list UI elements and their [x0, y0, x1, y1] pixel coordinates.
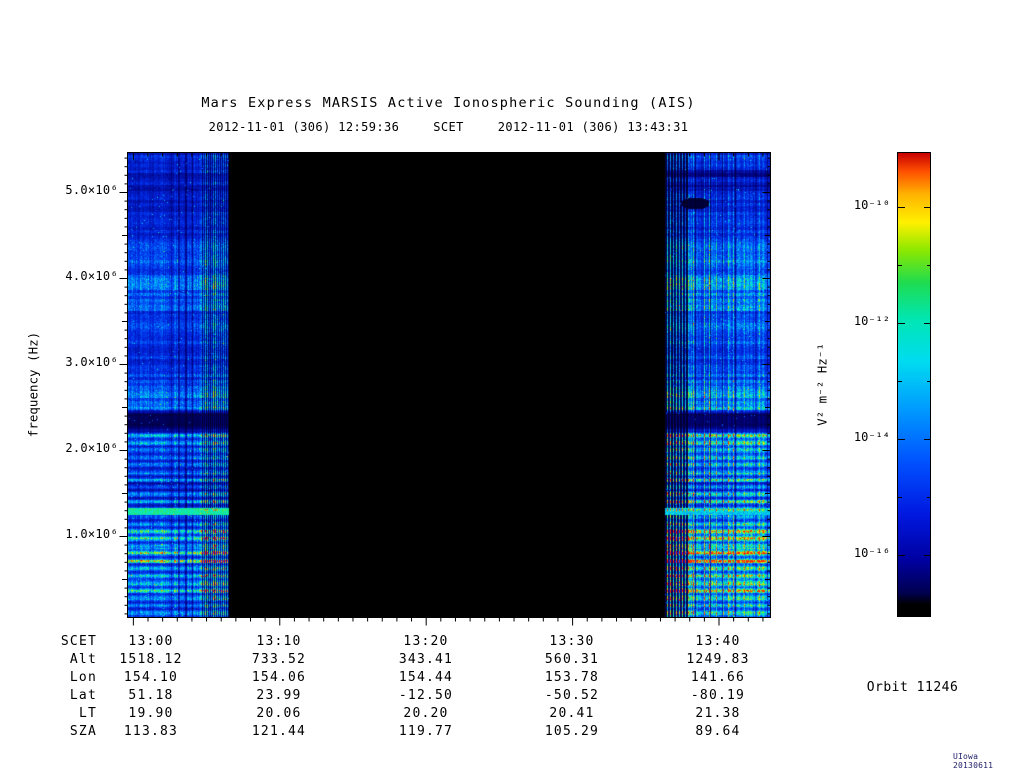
- ephemeris-cell: 20.20: [403, 706, 449, 721]
- chart-title: Mars Express MARSIS Active Ionospheric S…: [201, 95, 696, 111]
- ephemeris-row-label-lon: Lon: [69, 670, 97, 685]
- colorbar-tick-label: 10⁻¹⁶: [853, 546, 890, 561]
- ephemeris-cell: 154.10: [123, 670, 179, 685]
- ephemeris-cell: 19.90: [128, 706, 174, 721]
- ephemeris-cell: 560.31: [544, 652, 600, 667]
- ephemeris-row-label-scet: SCET: [60, 634, 97, 649]
- ephemeris-cell: 119.77: [398, 724, 454, 739]
- y-tick-label: 1.0×10⁶: [65, 527, 118, 541]
- ephemeris-cell: 21.38: [695, 706, 741, 721]
- colorbar-tick-mark: [898, 381, 902, 382]
- colorbar: [897, 152, 931, 617]
- colorbar-tick-label: 10⁻¹⁴: [853, 429, 890, 444]
- y-axis-label: frequency (Hz): [25, 331, 41, 438]
- ephemeris-cell: 89.64: [695, 724, 741, 739]
- ephemeris-cell: 113.83: [123, 724, 179, 739]
- ephemeris-cell: 1518.12: [119, 652, 183, 667]
- ephemeris-cell: 154.06: [251, 670, 307, 685]
- ephemeris-cell: 51.18: [128, 688, 174, 703]
- y-tick-label: 3.0×10⁶: [65, 355, 118, 369]
- colorbar-tick-mark: [924, 207, 931, 208]
- ephemeris-cell: 13:40: [695, 634, 741, 649]
- colorbar-axis-label: V² m⁻² Hz⁻¹: [814, 343, 830, 426]
- ephemeris-cell: 13:00: [128, 634, 174, 649]
- spectrogram-canvas: [127, 152, 770, 617]
- ephemeris-row-label-alt: Alt: [69, 652, 97, 667]
- orbit-label: Orbit 11246: [866, 680, 959, 695]
- y-tick-label: 2.0×10⁶: [65, 441, 118, 455]
- ephemeris-row-label-lat: Lat: [69, 688, 97, 703]
- colorbar-tick-mark: [924, 439, 931, 440]
- y-tick-label: 4.0×10⁶: [65, 269, 118, 283]
- ephemeris-cell: 1249.83: [686, 652, 750, 667]
- colorbar-tick-mark: [898, 323, 905, 324]
- ephemeris-cell: 343.41: [398, 652, 454, 667]
- ephemeris-cell: 13:10: [256, 634, 302, 649]
- colorbar-tick-mark: [924, 555, 931, 556]
- y-tick-label: 5.0×10⁶: [65, 183, 118, 197]
- colorbar-tick-mark: [927, 613, 931, 614]
- colorbar-tick-mark: [898, 497, 902, 498]
- colorbar-tick-mark: [898, 613, 902, 614]
- ephemeris-cell: 105.29: [544, 724, 600, 739]
- ephemeris-cell: -50.52: [544, 688, 600, 703]
- colorbar-tick-label: 10⁻¹²: [853, 314, 890, 329]
- ephemeris-cell: -80.19: [690, 688, 746, 703]
- ephemeris-cell: 121.44: [251, 724, 307, 739]
- colorbar-tick-mark: [898, 555, 905, 556]
- colorbar-tick-mark: [927, 381, 931, 382]
- ephemeris-cell: 13:20: [403, 634, 449, 649]
- ephemeris-row-label-sza: SZA: [69, 724, 97, 739]
- colorbar-tick-mark: [927, 265, 931, 266]
- ephemeris-cell: 23.99: [256, 688, 302, 703]
- colorbar-tick-label: 10⁻¹⁰: [853, 197, 890, 212]
- colorbar-tick-mark: [898, 207, 905, 208]
- time-range-header: 2012-11-01 (306) 12:59:36 SCET 2012-11-0…: [127, 120, 770, 134]
- ephemeris-cell: 20.06: [256, 706, 302, 721]
- end-time: 2012-11-01 (306) 13:43:31: [497, 120, 689, 134]
- colorbar-tick-mark: [927, 497, 931, 498]
- ephemeris-cell: 13:30: [549, 634, 595, 649]
- scet-label: SCET: [433, 120, 464, 134]
- ephemeris-cell: 153.78: [544, 670, 600, 685]
- ephemeris-cell: 20.41: [549, 706, 595, 721]
- axes-frame-and-ticks: [119, 152, 771, 626]
- ephemeris-cell: 141.66: [690, 670, 746, 685]
- credit-text: UIowa 20130611: [953, 752, 994, 768]
- ephemeris-row-label-lt: LT: [78, 706, 97, 721]
- start-time: 2012-11-01 (306) 12:59:36: [208, 120, 400, 134]
- colorbar-tick-mark: [898, 439, 905, 440]
- ephemeris-cell: 733.52: [251, 652, 307, 667]
- ephemeris-cell: 154.44: [398, 670, 454, 685]
- colorbar-tick-mark: [898, 265, 902, 266]
- ephemeris-cell: -12.50: [398, 688, 454, 703]
- colorbar-tick-mark: [924, 323, 931, 324]
